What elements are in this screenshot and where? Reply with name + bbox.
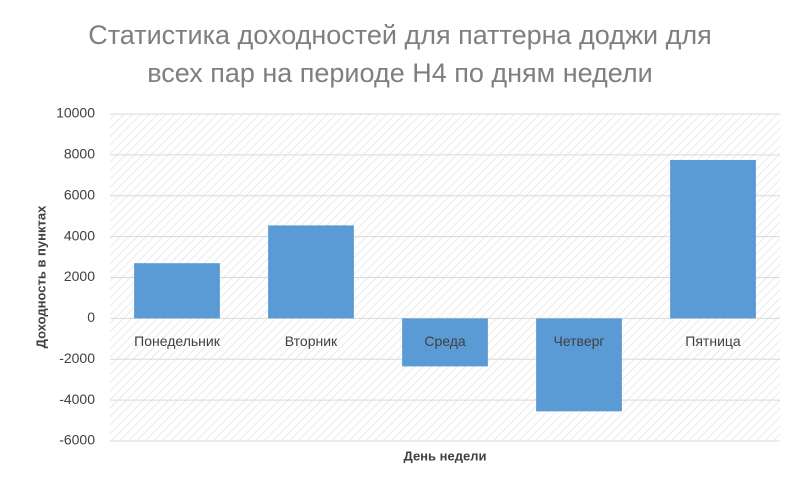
y-tick-label: 8000 (64, 146, 95, 162)
x-tick-label: Вторник (285, 333, 338, 349)
y-tick-label: -4000 (59, 391, 95, 407)
x-axis-label: День недели (404, 448, 487, 463)
chart-title: Статистика доходностей для паттерна додж… (88, 20, 712, 88)
bar (670, 159, 756, 319)
y-tick-label: 0 (87, 309, 95, 325)
bar (402, 318, 488, 367)
y-tick-label: 10000 (56, 105, 95, 121)
bar (268, 225, 354, 319)
y-axis-label: Доходность в пунктах (33, 205, 48, 348)
y-tick-label: 2000 (64, 268, 95, 284)
y-tick-label: 4000 (64, 227, 95, 243)
y-tick-label: -6000 (59, 432, 95, 448)
x-tick-label: Пятница (685, 333, 741, 349)
x-tick-label: Понедельник (134, 333, 221, 349)
y-tick-label: -2000 (59, 350, 95, 366)
y-tick-label: 6000 (64, 186, 95, 202)
bar (134, 263, 220, 319)
x-tick-label: Четверг (553, 333, 604, 349)
x-tick-label: Среда (424, 333, 466, 349)
bar (536, 318, 622, 412)
